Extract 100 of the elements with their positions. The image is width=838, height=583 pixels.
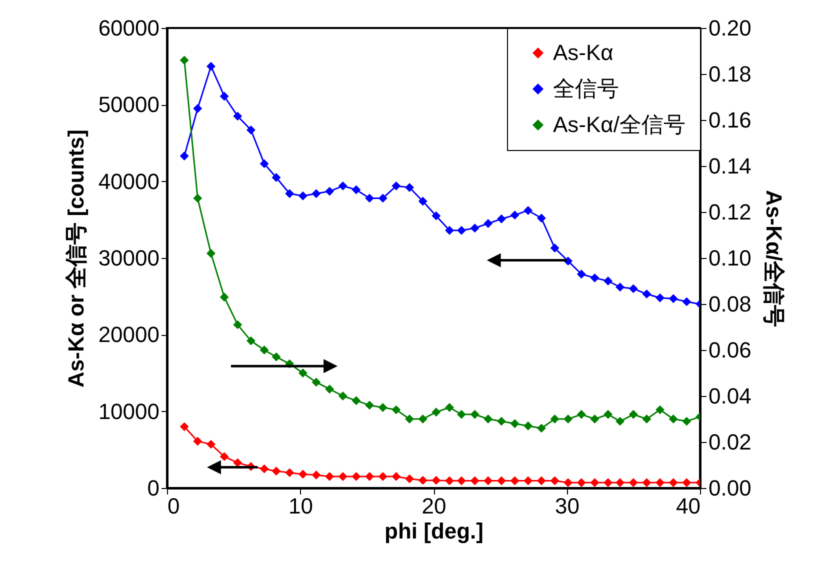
y-tick-label: 0: [147, 476, 160, 500]
x-tick-label: 10: [288, 494, 313, 518]
point: [496, 476, 506, 486]
point: [392, 405, 401, 414]
point: [312, 189, 321, 198]
point: [496, 416, 506, 426]
point: [628, 478, 638, 488]
point: [457, 410, 466, 419]
point: [180, 152, 189, 161]
point: [432, 211, 441, 220]
point: [206, 440, 216, 449]
y2-tick-label: 0.14: [708, 154, 752, 178]
point: [392, 472, 401, 481]
y2-tick-label: 0.06: [708, 338, 752, 362]
y2-tick-label: 0.16: [708, 108, 752, 132]
point: [193, 436, 202, 446]
point: [260, 346, 269, 354]
point: [220, 92, 229, 101]
point: [405, 474, 414, 484]
point: [193, 104, 202, 113]
point: [616, 282, 625, 292]
point: [682, 416, 692, 426]
point: [206, 62, 216, 71]
y2-tick-label: 0.04: [708, 384, 752, 408]
point: [418, 476, 428, 485]
point: [510, 210, 520, 220]
point: [352, 396, 361, 406]
point: [604, 276, 613, 286]
y-tick-label: 50000: [98, 92, 160, 118]
point: [470, 476, 480, 486]
y2-tick-label: 0.12: [708, 200, 752, 224]
y-axis-title: As-Kα or 全信号 [counts]: [63, 130, 88, 388]
point: [484, 476, 493, 486]
point: [298, 368, 308, 378]
point: [272, 466, 281, 476]
point: [656, 293, 664, 302]
point: [445, 476, 454, 486]
point: [272, 352, 281, 362]
point: [457, 476, 466, 486]
point: [550, 414, 560, 424]
point: [378, 472, 388, 481]
point: [590, 414, 600, 424]
point: [536, 214, 546, 223]
point: [590, 478, 600, 488]
point: [246, 125, 256, 134]
point: [233, 112, 242, 121]
point: [628, 410, 638, 419]
point: [484, 414, 493, 424]
point: [206, 248, 216, 258]
point: [576, 478, 586, 488]
point: [233, 320, 242, 330]
point: [325, 472, 334, 481]
point: [325, 384, 334, 394]
y-tick-label: 40000: [98, 168, 160, 194]
point: [668, 294, 678, 304]
point: [338, 472, 348, 481]
point: [457, 226, 466, 235]
point: [246, 336, 256, 346]
legend-label: As-Kα: [553, 40, 614, 65]
point: [576, 270, 586, 279]
point: [682, 297, 692, 306]
y-tick-label: 30000: [98, 246, 160, 270]
point: [656, 405, 664, 414]
point: [365, 194, 374, 203]
point: [550, 244, 560, 253]
point: [260, 159, 269, 168]
point: [470, 224, 480, 233]
point: [576, 410, 586, 419]
point: [405, 414, 414, 424]
point: [510, 419, 520, 428]
point: [432, 476, 441, 485]
point: [668, 414, 678, 424]
point: [378, 194, 388, 203]
y2-tick-label: 0.10: [708, 246, 752, 270]
point: [524, 421, 533, 430]
legend-label: 全信号: [553, 76, 619, 101]
point: [642, 478, 652, 488]
point: [285, 468, 294, 478]
point: [312, 470, 321, 480]
point: [285, 189, 294, 198]
point: [524, 476, 533, 486]
point: [564, 478, 573, 488]
point: [405, 182, 414, 192]
y-tick-label: 60000: [98, 16, 160, 40]
point: [616, 416, 625, 426]
point: [298, 191, 308, 200]
point: [564, 414, 573, 424]
point: [418, 196, 428, 206]
point: [325, 186, 334, 196]
y-tick-label: 20000: [98, 322, 160, 348]
point: [338, 181, 348, 190]
point: [682, 478, 692, 488]
point: [365, 472, 374, 481]
point: [298, 470, 308, 479]
point: [352, 472, 361, 481]
point: [536, 476, 546, 486]
point: [550, 476, 560, 486]
y2-tick-label: 0.08: [708, 292, 752, 316]
x-tick-label: 20: [422, 494, 446, 518]
y2-tick-label: 0.02: [708, 430, 752, 454]
